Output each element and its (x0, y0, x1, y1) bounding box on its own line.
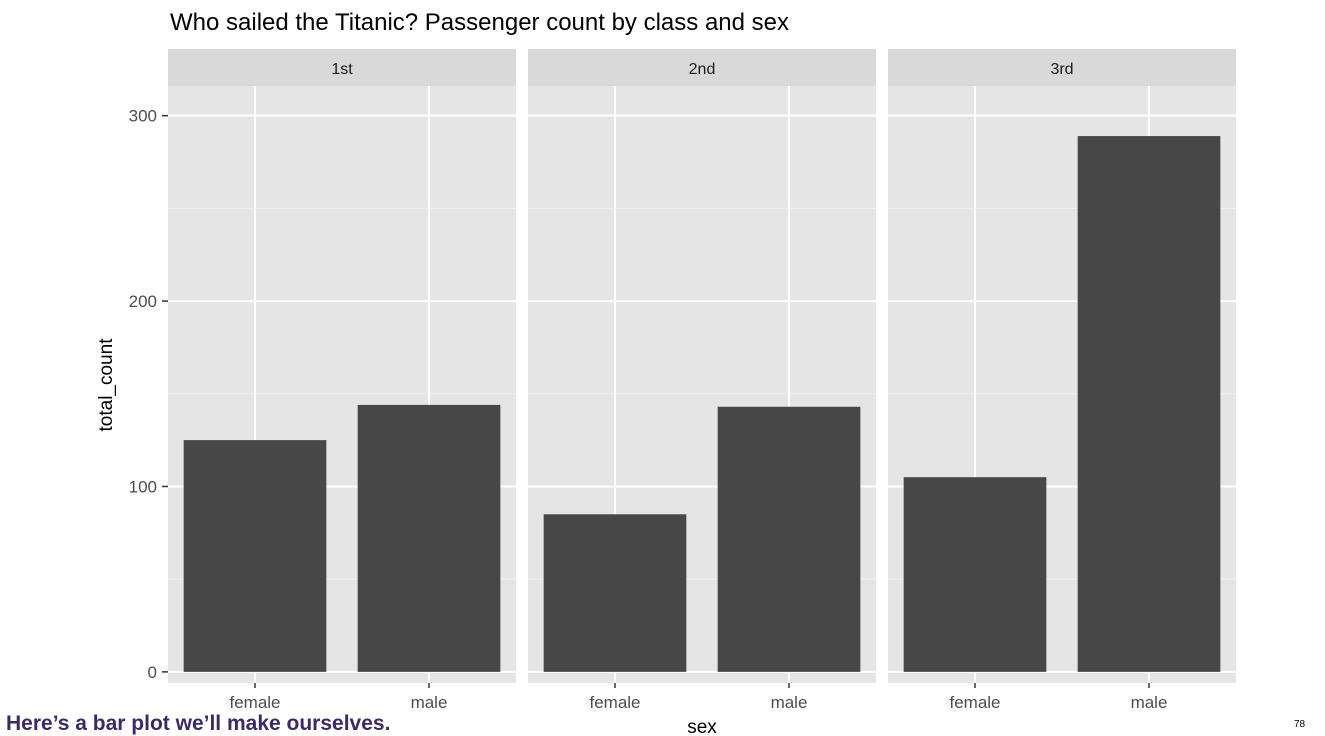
facet-strip (888, 49, 1236, 86)
y-tick-label: 200 (129, 292, 157, 311)
facet-panel-3rd: 3rd (888, 49, 1236, 683)
y-tick-label: 300 (129, 107, 157, 126)
x-tick-label: male (1131, 693, 1168, 712)
x-axis-label: sex (687, 717, 717, 733)
x-tick-label: female (229, 693, 280, 712)
slide-number: 78 (1294, 719, 1306, 730)
x-tick-label: female (589, 693, 640, 712)
x-tick-label: male (771, 693, 808, 712)
y-axis-label: total_count (96, 338, 117, 432)
facet-strip (168, 49, 516, 86)
facet-panel-1st: 1st (168, 49, 516, 683)
bar-2nd-male (717, 406, 861, 672)
bar-1st-male (357, 404, 501, 672)
x-tick-label: female (949, 693, 1000, 712)
facet-panels: 1st 2nd 3rd (168, 49, 1236, 683)
bar-2nd-female (543, 514, 687, 672)
facet-strip-label: 3rd (1050, 61, 1073, 78)
facet-strip-label: 2nd (689, 61, 716, 78)
bar-1st-female (183, 440, 327, 672)
facet-panel-2nd: 2nd (528, 49, 876, 683)
y-axis: 0 100 200 300 (129, 107, 168, 682)
y-tick-label: 0 (148, 663, 157, 682)
facet-strip-label: 1st (331, 61, 353, 78)
slide-caption: Here’s a bar plot we’ll make ourselves. (6, 712, 391, 735)
x-axis: female male female male female male (229, 683, 1167, 712)
chart-title: Who sailed the Titanic? Passenger count … (170, 9, 789, 36)
facet-strip (528, 49, 876, 86)
bar-3rd-female (903, 477, 1047, 672)
y-tick-label: 100 (129, 477, 157, 496)
bar-3rd-male (1077, 136, 1221, 672)
x-tick-label: male (411, 693, 448, 712)
